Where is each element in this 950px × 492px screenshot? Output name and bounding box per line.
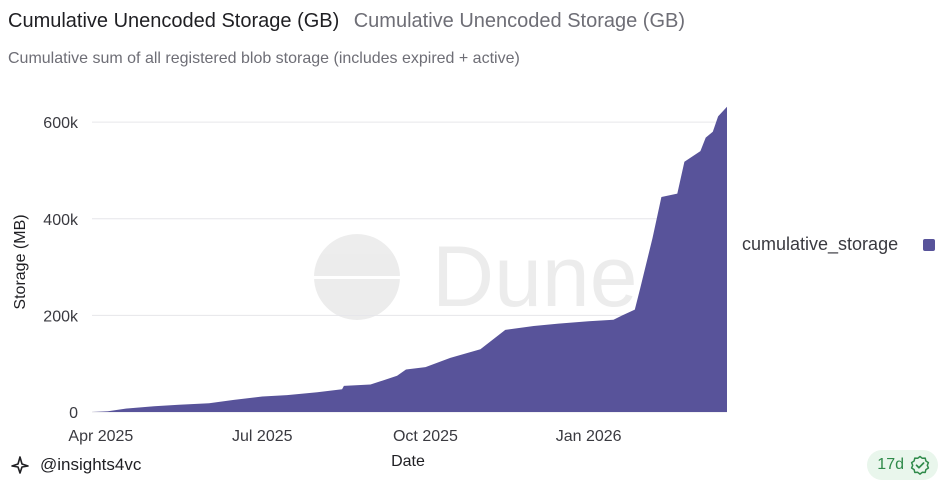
x-tick-label: Jan 2026 (556, 428, 622, 445)
legend-swatch (923, 238, 935, 251)
verified-check-icon (910, 455, 930, 475)
y-axis-ticks: 0 200k 400k 600k (43, 115, 79, 422)
chart-header: Cumulative Unencoded Storage (GB) Cumula… (8, 10, 685, 33)
author-link[interactable]: @insights4vc (10, 455, 141, 475)
author-name: @insights4vc (40, 455, 142, 474)
area-series-cumulative_storage (92, 106, 727, 412)
legend-label: cumulative_storage (742, 234, 899, 254)
freshness-badge[interactable]: 17d (867, 450, 938, 480)
dune-logo-icon (312, 234, 404, 320)
y-tick-label: 0 (69, 405, 78, 422)
y-tick-label: 200k (43, 308, 79, 325)
watermark-text: Dune (432, 229, 638, 325)
plot-area (92, 106, 727, 412)
chart-title-secondary: Cumulative Unencoded Storage (GB) (353, 10, 686, 32)
insights4vc-logo-icon (11, 456, 29, 474)
legend-item[interactable]: cumulative_storage (742, 234, 938, 255)
y-axis-title: Storage (MB) (12, 214, 29, 309)
x-tick-label: Jul 2025 (232, 428, 293, 445)
x-axis-ticks: Apr 2025 Jul 2025 Oct 2025 Jan 2026 (68, 428, 621, 445)
x-axis-title: Date (391, 453, 425, 470)
chart-subtitle: Cumulative sum of all registered blob st… (8, 50, 520, 67)
dune-watermark: Dune (312, 229, 638, 325)
badge-text: 17d (877, 456, 904, 473)
y-tick-label: 600k (43, 115, 79, 132)
y-tick-label: 400k (43, 212, 79, 229)
chart-title: Cumulative Unencoded Storage (GB) (8, 10, 340, 32)
x-tick-label: Oct 2025 (393, 428, 458, 445)
x-tick-label: Apr 2025 (68, 428, 133, 445)
